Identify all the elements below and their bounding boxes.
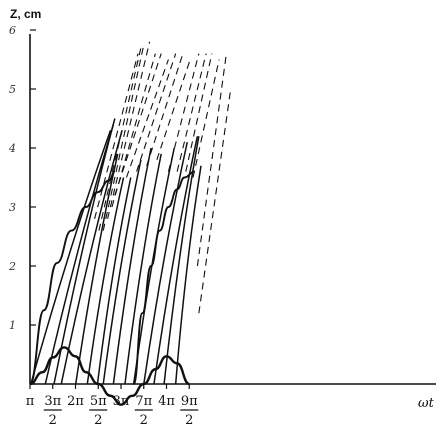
dashed-trajectory-1 xyxy=(98,47,142,231)
x-tick-label-7: 9π xyxy=(181,394,198,409)
solid-trajectory-0 xyxy=(30,130,112,385)
series-wave-0 xyxy=(29,346,190,406)
x-tick-label-2: 2π xyxy=(67,394,84,409)
solid-trajectory-13 xyxy=(163,136,200,385)
series-envelope-1 xyxy=(29,170,116,385)
dashed-trajectory-5 xyxy=(114,53,162,196)
y-tick-label-5: 5 xyxy=(9,83,16,96)
dashed-trajectory-3 xyxy=(107,41,151,219)
solid-trajectory-2 xyxy=(53,118,116,385)
solid-trajectory-7 xyxy=(102,159,142,385)
x-tick-denominator-1: 2 xyxy=(49,413,57,428)
solid-trajectory-8 xyxy=(112,147,152,385)
y-axis-label: Z, cm xyxy=(10,7,41,21)
y-tick-label-1: 1 xyxy=(9,319,16,332)
x-axis-ticks: π 3π 2 2π 5π 2 3π 7π 2 4π 9π 2 xyxy=(26,384,199,428)
dashed-trajectory-10 xyxy=(167,53,200,172)
y-tick-label-2: 2 xyxy=(8,260,16,273)
dashed-trajectory-11 xyxy=(176,53,207,172)
x-axis-label: ωt xyxy=(418,396,435,411)
solid-trajectory-9 xyxy=(124,153,162,385)
solid-trajectory-14 xyxy=(174,165,202,385)
x-tick-denominator-3: 2 xyxy=(94,413,102,428)
dashed-trajectory-14 xyxy=(196,53,227,267)
dashed-trajectory-0 xyxy=(94,53,139,219)
solid-trajectory-6 xyxy=(96,177,132,385)
solid-trajectory-5 xyxy=(86,177,125,385)
curves xyxy=(29,170,195,406)
dashed-trajectory-13 xyxy=(192,59,220,178)
x-tick-label-0: π xyxy=(26,394,35,409)
x-tick-label-5: 7π xyxy=(135,394,152,409)
dashed-trajectory-7 xyxy=(136,53,177,172)
dashed-trajectory-9 xyxy=(156,59,191,160)
x-tick-denominator-5: 2 xyxy=(140,413,148,428)
solid-trajectory-3 xyxy=(60,130,123,385)
dashed-trajectory-4 xyxy=(111,53,156,208)
x-tick-label-1: 3π xyxy=(44,394,61,409)
y-tick-label-3: 3 xyxy=(9,201,16,214)
y-axis-ticks: 1 2 3 4 5 6 xyxy=(8,24,36,385)
x-tick-label-6: 4π xyxy=(158,394,175,409)
dashed-trajectory-15 xyxy=(198,88,232,314)
dashed-trajectory-12 xyxy=(185,53,213,172)
dashed-trajectories xyxy=(94,41,232,314)
dashed-trajectory-8 xyxy=(146,53,184,166)
solid-trajectory-12 xyxy=(153,136,199,385)
x-tick-label-3: 5π xyxy=(90,394,107,409)
x-tick-label-4: 3π xyxy=(113,394,130,409)
y-tick-label-4: 4 xyxy=(8,142,16,155)
series-envelope-2 xyxy=(132,170,195,385)
y-tick-label-6: 6 xyxy=(9,24,16,37)
solid-trajectory-11 xyxy=(143,141,188,385)
dashed-trajectory-6 xyxy=(125,59,169,178)
dashed-trajectory-2 xyxy=(102,44,145,231)
solid-trajectory-1 xyxy=(44,124,115,385)
x-tick-denominator-7: 2 xyxy=(185,413,193,428)
solid-trajectory-4 xyxy=(75,153,119,385)
